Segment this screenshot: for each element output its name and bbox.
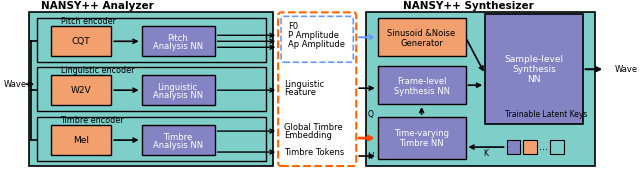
Bar <box>141 75 214 105</box>
Bar <box>29 12 273 166</box>
Text: Linguistic: Linguistic <box>284 80 324 89</box>
Text: P Amplitude: P Amplitude <box>288 31 339 40</box>
Text: Global Timbre: Global Timbre <box>284 123 343 132</box>
FancyBboxPatch shape <box>281 16 353 62</box>
Bar <box>51 125 111 155</box>
Bar <box>37 18 266 62</box>
Text: Frame-level: Frame-level <box>397 77 446 86</box>
Bar <box>51 75 111 105</box>
Text: Pitch: Pitch <box>167 34 188 43</box>
Text: Timbre Tokens: Timbre Tokens <box>284 148 344 157</box>
Text: Mel: Mel <box>73 136 89 145</box>
Text: Analysis NN: Analysis NN <box>152 42 203 51</box>
Bar <box>378 18 465 56</box>
Text: CQT: CQT <box>72 37 90 46</box>
Bar <box>37 67 266 111</box>
Text: Time-varying: Time-varying <box>394 129 449 138</box>
Text: Sample-level: Sample-level <box>504 55 563 64</box>
Text: Linguistic: Linguistic <box>157 83 198 92</box>
Bar <box>523 140 537 154</box>
Text: Sinusoid &Noise: Sinusoid &Noise <box>387 29 456 38</box>
Text: F0: F0 <box>288 22 298 31</box>
Text: Q: Q <box>368 110 374 119</box>
Bar <box>366 12 595 166</box>
Bar <box>378 117 465 159</box>
Text: Synthesis NN: Synthesis NN <box>394 87 450 96</box>
Bar <box>506 140 520 154</box>
FancyBboxPatch shape <box>278 12 356 166</box>
Bar <box>378 66 465 104</box>
Text: Timbre: Timbre <box>163 133 192 142</box>
Text: Trainable Latent Keys: Trainable Latent Keys <box>506 110 588 119</box>
Text: Ap Amplitude: Ap Amplitude <box>288 40 345 49</box>
Text: NANSY++ Synthesizer: NANSY++ Synthesizer <box>403 1 534 11</box>
Text: Linguistic encoder: Linguistic encoder <box>61 66 134 75</box>
Bar <box>141 26 214 56</box>
Bar <box>550 140 564 154</box>
Text: Analysis NN: Analysis NN <box>152 91 203 100</box>
Bar <box>485 14 582 124</box>
Bar <box>141 125 214 155</box>
Text: Timbre NN: Timbre NN <box>399 139 444 148</box>
Text: Generator: Generator <box>400 39 443 48</box>
Text: Timbre encoder: Timbre encoder <box>61 116 124 125</box>
Text: Analysis NN: Analysis NN <box>152 141 203 150</box>
Text: Embedding: Embedding <box>284 130 332 140</box>
Text: V: V <box>369 152 374 161</box>
Text: K: K <box>484 149 488 157</box>
Text: Wave: Wave <box>4 80 27 89</box>
Text: Wave: Wave <box>615 65 638 74</box>
Text: Feature: Feature <box>284 88 316 97</box>
Text: W2V: W2V <box>70 86 92 95</box>
Text: Synthesis: Synthesis <box>512 65 556 74</box>
Text: Pitch encoder: Pitch encoder <box>61 17 115 26</box>
Text: NANSY++ Analyzer: NANSY++ Analyzer <box>41 1 154 11</box>
Bar <box>37 117 266 161</box>
Text: NN: NN <box>527 75 541 84</box>
Text: ...: ... <box>539 142 548 152</box>
Bar <box>51 26 111 56</box>
